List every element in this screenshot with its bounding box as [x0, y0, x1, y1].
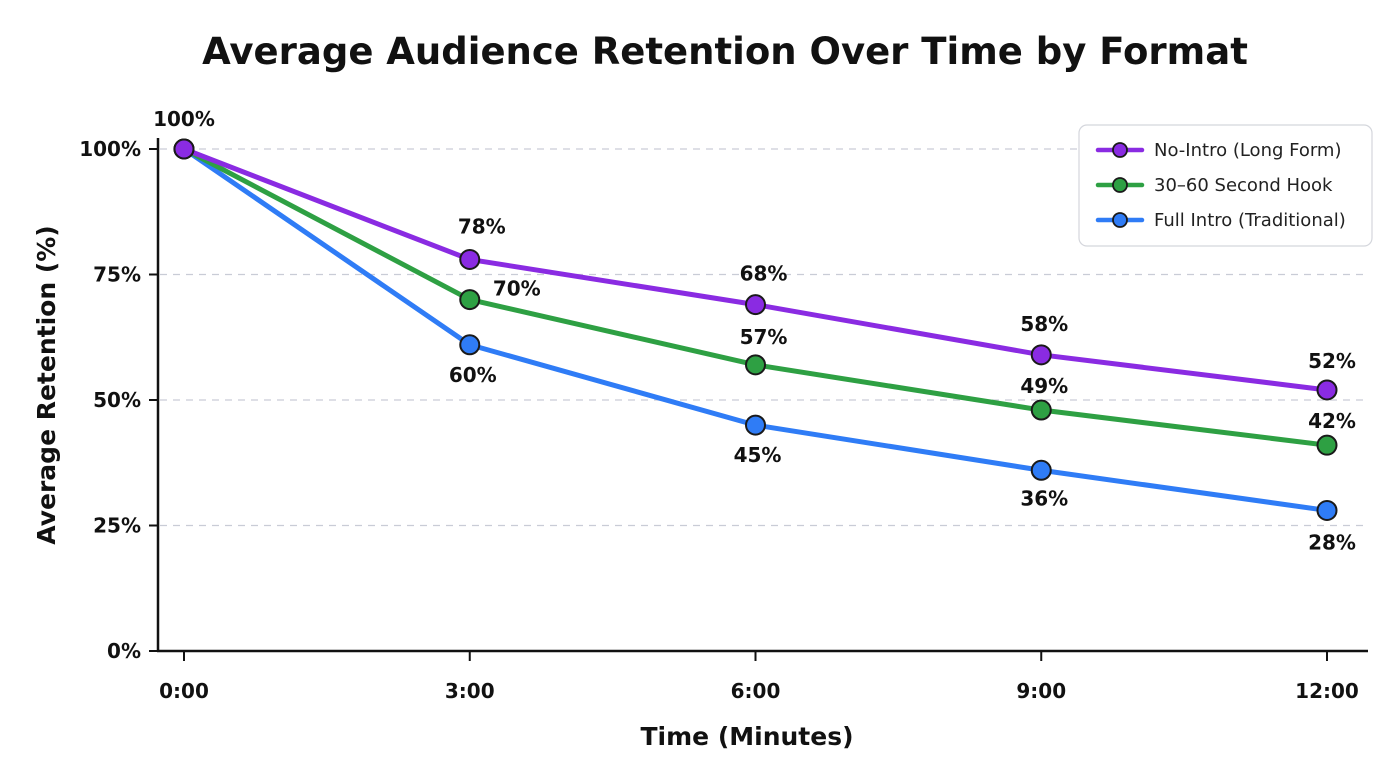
data-point-s0-3 [1030, 344, 1052, 366]
x-axis-ticks: 0:00 3:00 6:00 9:00 12:00 [159, 651, 1359, 703]
y-tick-label: 75% [93, 263, 141, 287]
legend-box [1078, 124, 1373, 247]
data-label: 57% [740, 325, 788, 349]
legend-label: No-Intro (Long Form) [1154, 140, 1342, 161]
data-label: 70% [493, 277, 541, 301]
x-tick-label: 12:00 [1295, 679, 1359, 703]
data-point-s1-4 [1316, 434, 1338, 456]
data-label: 28% [1308, 530, 1356, 554]
x-tick-label: 3:00 [445, 679, 495, 703]
data-label: 52% [1308, 349, 1356, 373]
legend-label: 30–60 Second Hook [1154, 175, 1333, 196]
y-tick-label: 100% [79, 137, 141, 161]
data-label: 58% [1020, 312, 1068, 336]
data-label: 45% [734, 443, 782, 467]
data-label: 60% [449, 363, 497, 387]
legend: No-Intro (Long Form) 30–60 Second Hook Ful… [1078, 124, 1373, 247]
y-axis-ticks: 0% 25% 50% 75% 100% [79, 137, 158, 663]
x-axis-title: Time (Minutes) [640, 722, 853, 751]
data-label: 36% [1020, 486, 1068, 510]
data-point-s2-3 [1030, 459, 1052, 481]
series-points [173, 138, 1338, 521]
data-label: 68% [740, 262, 788, 286]
x-tick-label: 9:00 [1016, 679, 1066, 703]
legend-swatch-marker-1 [1112, 177, 1128, 193]
data-point-s2-1 [459, 334, 481, 356]
data-label: 42% [1308, 409, 1356, 433]
legend-swatch-marker-2 [1112, 212, 1128, 228]
data-point-s1-2 [745, 354, 766, 376]
data-point-s1-3 [1030, 399, 1052, 421]
data-point-s2-4 [1316, 499, 1338, 521]
data-point-s0-4 [1316, 379, 1338, 401]
data-point-s1-1 [459, 289, 481, 311]
legend-label: Full Intro (Traditional) [1154, 210, 1346, 231]
y-axis-title: Average Retention (%) [32, 225, 61, 544]
x-tick-label: 0:00 [159, 679, 209, 703]
legend-swatch-marker-0 [1112, 142, 1128, 158]
data-point-s0-2 [745, 294, 766, 316]
data-label: 49% [1020, 374, 1068, 398]
data-point-s2-2 [745, 414, 766, 436]
legend-items: No-Intro (Long Form) 30–60 Second Hook Ful… [1095, 140, 1346, 231]
data-label: 100% [153, 107, 215, 131]
data-labels: 100% 78% 68% 58% 52% 70% 57% 49% 42% 60% 45% 36% 28% [153, 107, 1356, 554]
y-tick-label: 50% [93, 388, 141, 412]
chart-title: Average Audience Retention Over Time by … [202, 30, 1248, 73]
data-label: 78% [458, 214, 506, 238]
data-point-s0-0 [173, 138, 195, 160]
y-tick-label: 0% [107, 639, 141, 663]
y-tick-label: 25% [93, 514, 141, 538]
x-tick-label: 6:00 [731, 679, 781, 703]
data-point-s0-1 [459, 248, 481, 270]
